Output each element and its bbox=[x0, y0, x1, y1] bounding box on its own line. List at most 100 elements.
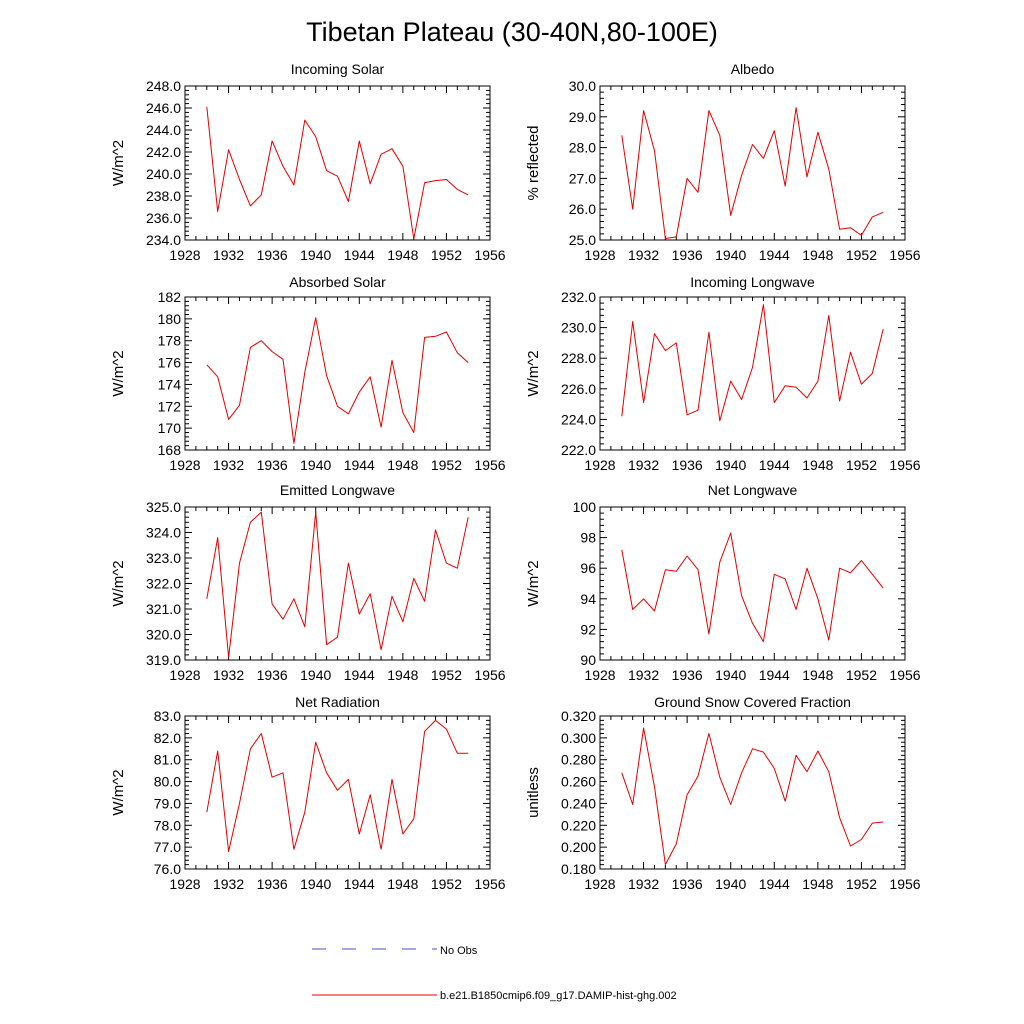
y-tick-label: 246.0 bbox=[146, 100, 181, 116]
y-tick-label: 83.0 bbox=[154, 708, 181, 724]
x-tick-label: 1944 bbox=[759, 667, 790, 683]
x-tick-label: 1932 bbox=[213, 457, 244, 473]
x-tick-label: 1940 bbox=[300, 457, 331, 473]
x-tick-label: 1952 bbox=[846, 247, 877, 263]
x-tick-label: 1940 bbox=[300, 876, 331, 892]
x-tick-label: 1928 bbox=[584, 247, 615, 263]
x-tick-label: 1948 bbox=[802, 247, 833, 263]
x-tick-label: 1928 bbox=[584, 876, 615, 892]
series-line-incoming-longwave bbox=[621, 304, 884, 422]
y-tick-label: 27.0 bbox=[569, 170, 596, 186]
y-tick-label: 174 bbox=[158, 376, 182, 392]
x-tick-label: 1948 bbox=[387, 457, 418, 473]
x-tick-label: 1952 bbox=[431, 876, 462, 892]
panel-ground-snow-covered-fraction: Ground Snow Covered Fraction 1928 1932 1936… bbox=[525, 694, 921, 892]
x-tick-label: 1936 bbox=[672, 247, 703, 263]
panel-title-emitted-longwave: Emitted Longwave bbox=[280, 482, 395, 498]
panel-title-albedo: Albedo bbox=[731, 61, 775, 77]
x-tick-label: 1944 bbox=[759, 457, 790, 473]
y-tick-label: 0.220 bbox=[561, 817, 596, 833]
panel-net-longwave: Net Longwave 1928 1932 1936 1940 1944 1948 1952… bbox=[525, 482, 921, 683]
x-tick-label: 1952 bbox=[846, 667, 877, 683]
plot-frame bbox=[599, 296, 906, 451]
y-tick-label: 226.0 bbox=[561, 381, 596, 397]
y-tick-label: 170 bbox=[158, 420, 182, 436]
x-tick-label: 1932 bbox=[628, 247, 659, 263]
y-tick-label: 92 bbox=[580, 621, 596, 637]
x-axis: 1928 1932 1936 1940 1944 1948 1952 1956 bbox=[169, 716, 506, 892]
x-tick-label: 1936 bbox=[257, 667, 288, 683]
panel-title-net-longwave: Net Longwave bbox=[708, 482, 798, 498]
plot-frame bbox=[184, 715, 491, 870]
y-tick-label: 244.0 bbox=[146, 122, 181, 138]
y-axis: 76.0 77.0 78.0 79.0 80.0 81.0 82.0 83.0 bbox=[154, 708, 490, 877]
x-tick-label: 1928 bbox=[584, 457, 615, 473]
x-axis: 1928 1932 1936 1940 1944 1948 1952 1956 bbox=[169, 86, 506, 263]
y-tick-label: 81.0 bbox=[154, 752, 181, 768]
y-tick-label: 77.0 bbox=[154, 839, 181, 855]
x-tick-label: 1948 bbox=[802, 667, 833, 683]
panel-emitted-longwave: Emitted Longwave 1928 1932 1936 1940 1944 1948… bbox=[110, 482, 506, 683]
series-line-net-radiation bbox=[206, 719, 469, 852]
y-tick-label: 319.0 bbox=[146, 652, 181, 668]
y-tick-label: 30.0 bbox=[569, 78, 596, 94]
panel-incoming-longwave: Incoming Longwave 1928 1932 1936 1940 1944 194… bbox=[525, 274, 921, 473]
legend: No Obs b.e21.B1850cmip6.f09_g17.DAMIP-hi… bbox=[312, 945, 677, 1002]
x-tick-label: 1936 bbox=[257, 247, 288, 263]
x-tick-label: 1936 bbox=[672, 876, 703, 892]
x-tick-label: 1932 bbox=[628, 457, 659, 473]
series-line-net-longwave bbox=[621, 532, 884, 643]
y-tick-label: 29.0 bbox=[569, 109, 596, 125]
y-tick-label: 168 bbox=[158, 442, 182, 458]
y-tick-label: 323.0 bbox=[146, 550, 181, 566]
y-tick-label: 28.0 bbox=[569, 140, 596, 156]
y-tick-label: 324.0 bbox=[146, 525, 181, 541]
legend-label-no-obs: No Obs bbox=[440, 945, 478, 957]
y-tick-label: 25.0 bbox=[569, 232, 596, 248]
x-tick-label: 1932 bbox=[628, 876, 659, 892]
plot-frame bbox=[184, 85, 491, 241]
y-axis-label: W/m^2 bbox=[525, 350, 542, 396]
x-axis: 1928 1932 1936 1940 1944 1948 1952 1956 bbox=[169, 297, 506, 473]
x-tick-label: 1956 bbox=[474, 876, 505, 892]
x-tick-label: 1944 bbox=[344, 876, 375, 892]
y-tick-label: 0.320 bbox=[561, 708, 596, 724]
x-tick-label: 1952 bbox=[431, 247, 462, 263]
panel-title-incoming-solar: Incoming Solar bbox=[291, 61, 385, 77]
x-tick-label: 1940 bbox=[300, 247, 331, 263]
x-tick-label: 1948 bbox=[387, 667, 418, 683]
legend-item-no-obs: No Obs bbox=[312, 945, 478, 957]
x-tick-label: 1928 bbox=[169, 457, 200, 473]
x-tick-label: 1956 bbox=[889, 876, 920, 892]
y-tick-label: 94 bbox=[580, 591, 596, 607]
y-tick-label: 234.0 bbox=[146, 232, 181, 248]
x-axis: 1928 1932 1936 1940 1944 1948 1952 1956 bbox=[584, 86, 921, 263]
y-tick-label: 172 bbox=[158, 398, 182, 414]
y-tick-label: 0.280 bbox=[561, 752, 596, 768]
y-axis: 319.0 320.0 321.0 322.0 323.0 324.0 325.0 bbox=[146, 499, 490, 668]
x-tick-label: 1936 bbox=[257, 876, 288, 892]
y-tick-label: 224.0 bbox=[561, 411, 596, 427]
y-tick-label: 240.0 bbox=[146, 166, 181, 182]
y-tick-label: 222.0 bbox=[561, 442, 596, 458]
y-axis-label: % reflected bbox=[525, 125, 542, 200]
x-tick-label: 1944 bbox=[759, 876, 790, 892]
y-tick-label: 178 bbox=[158, 333, 182, 349]
plot-frame bbox=[599, 85, 906, 241]
panel-title-ground-snow-covered-fraction: Ground Snow Covered Fraction bbox=[654, 694, 851, 710]
x-tick-label: 1956 bbox=[889, 457, 920, 473]
y-axis-label: W/m^2 bbox=[525, 560, 542, 606]
x-tick-label: 1956 bbox=[474, 667, 505, 683]
series-line-emitted-longwave bbox=[206, 511, 469, 658]
panel-title-incoming-longwave: Incoming Longwave bbox=[690, 274, 815, 290]
x-tick-label: 1928 bbox=[584, 667, 615, 683]
y-tick-label: 79.0 bbox=[154, 795, 181, 811]
y-tick-label: 236.0 bbox=[146, 210, 181, 226]
x-tick-label: 1940 bbox=[715, 457, 746, 473]
x-tick-label: 1932 bbox=[213, 876, 244, 892]
y-axis: 234.0 236.0 238.0 240.0 242.0 244.0 246.0 248.0 bbox=[146, 78, 490, 248]
x-tick-label: 1940 bbox=[715, 667, 746, 683]
y-tick-label: 90 bbox=[580, 652, 596, 668]
y-tick-label: 232.0 bbox=[561, 289, 596, 305]
x-tick-label: 1948 bbox=[802, 876, 833, 892]
